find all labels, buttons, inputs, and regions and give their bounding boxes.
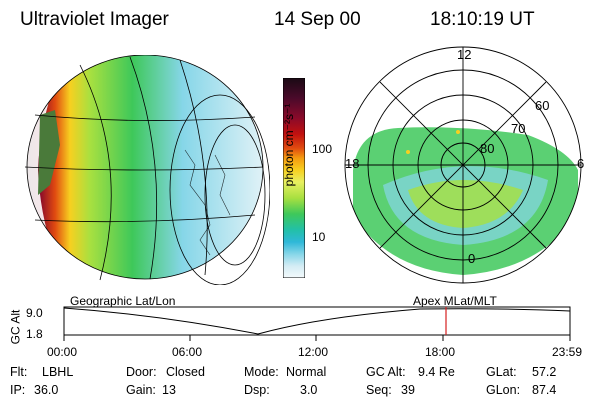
stat-glat-value: 57.2 <box>532 365 557 379</box>
stat-dsp-label: Dsp: <box>244 383 270 397</box>
magnetic-polar-plot <box>344 46 582 284</box>
image-time: 18:10:19 UT <box>430 9 535 30</box>
mlt-label-6: 6 <box>577 156 585 171</box>
stat-door-label: Door: <box>126 365 157 379</box>
timeline-x-label-1200: 12:00 <box>298 345 329 359</box>
colorbar-tick-10: 10 <box>312 230 326 244</box>
altitude-timeline <box>63 306 571 341</box>
right-panel-label: Apex MLat/MLT <box>413 294 497 308</box>
stat-glat-label: GLat: <box>486 365 517 379</box>
altitude-curve <box>63 307 571 335</box>
colorbar <box>283 78 305 278</box>
timeline-x-label-0000: 00:00 <box>47 345 78 359</box>
stat-mode-value: Normal <box>286 365 327 379</box>
stat-gain-value: 13 <box>162 383 176 397</box>
mlat-label-80: 80 <box>480 141 495 156</box>
timeline-axis-title: GC Alt <box>8 309 23 345</box>
stat-seq-label: Seq: <box>366 383 392 397</box>
stat-ip-label: IP: <box>10 383 26 397</box>
left-panel-label: Geographic Lat/Lon <box>70 294 176 308</box>
stat-seq-value: 39 <box>401 383 415 397</box>
stat-flt-label: Flt: <box>10 365 28 379</box>
stat-gcalt-label: GC Alt: <box>366 365 406 379</box>
stat-glon-value: 87.4 <box>532 383 557 397</box>
stat-ip-value: 36.0 <box>34 383 59 397</box>
stat-gain-label: Gain: <box>126 383 156 397</box>
polar-grid <box>344 46 582 284</box>
lat-lon-grid <box>24 55 270 285</box>
stat-door-value: Closed <box>166 365 205 379</box>
stat-dsp-value: 3.0 <box>300 383 318 397</box>
instrument-title: Ultraviolet Imager <box>20 9 169 30</box>
stat-gcalt-value: 9.4 Re <box>418 365 455 379</box>
stat-mode-label: Mode: <box>244 365 279 379</box>
timeline-y-label-min: 1.8 <box>26 327 43 341</box>
timeline-x-label-2359: 23:59 <box>552 345 583 359</box>
mlt-label-18: 18 <box>345 156 360 171</box>
mlt-label-12: 12 <box>457 47 472 62</box>
stat-flt-value: LBHL <box>42 365 74 379</box>
colorbar-tick-100: 100 <box>312 142 333 156</box>
colorbar-unit-label: photon cm⁻²s⁻¹ <box>282 103 296 187</box>
coastlines <box>184 149 231 256</box>
aurora-emission <box>27 55 263 279</box>
land-patch <box>38 110 60 195</box>
mlat-label-70: 70 <box>511 121 526 136</box>
image-date: 14 Sep 00 <box>274 9 361 30</box>
timeline-x-label-1800: 18:00 <box>425 345 456 359</box>
timeline-x-label-0600: 06:00 <box>172 345 203 359</box>
mlat-label-60: 60 <box>535 98 550 113</box>
geographic-aurora-image <box>24 55 270 285</box>
mlt-label-0: 0 <box>468 251 476 266</box>
stat-glon-label: GLon: <box>486 383 521 397</box>
timeline-y-label-max: 9.0 <box>26 306 43 320</box>
